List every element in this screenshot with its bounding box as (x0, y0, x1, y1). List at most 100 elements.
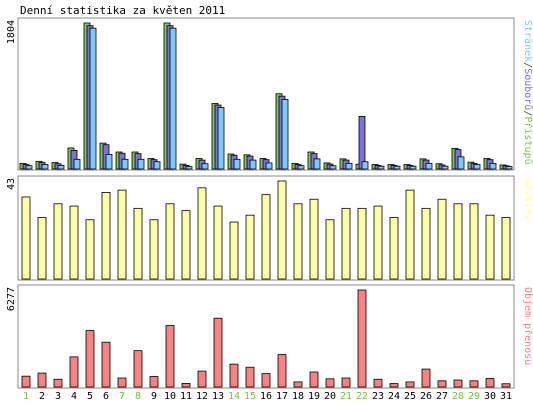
bar-requests-Stránek-8 (137, 158, 145, 170)
x-tick-label-9: 9 (151, 391, 157, 402)
x-tick-label-4: 4 (71, 391, 77, 402)
x-tick-label-31: 31 (500, 391, 512, 402)
panel-requests: 1804 Stránek/Souborů/Přístupů (6, 17, 533, 171)
x-tick-label-26: 26 (420, 391, 432, 402)
x-tick-label-2: 2 (39, 391, 45, 402)
bar-requests-Stránek-4 (73, 158, 81, 170)
bar-visits-Návštěv-7 (117, 189, 127, 280)
legend-traffic: Objem přenosu (522, 287, 533, 365)
bar-visits-Návštěv-22 (357, 207, 367, 280)
legend-entry-traffic-0: Objem přenosu (522, 287, 533, 365)
x-tick-label-22: 22 (356, 391, 368, 402)
bar-visits-Návštěv-19 (309, 198, 319, 280)
bar-requests-Stránek-16 (265, 162, 273, 170)
x-tick-label-30: 30 (484, 391, 496, 402)
panel-frame-traffic (17, 284, 515, 389)
bar-visits-Návštěv-5 (85, 219, 95, 280)
bar-traffic-Objem přenosu-10 (165, 325, 175, 388)
bar-requests-Stránek-9 (153, 161, 161, 170)
bar-requests-Stránek-26 (425, 162, 433, 170)
bar-requests-Stránek-5 (89, 27, 97, 170)
bar-traffic-Objem přenosu-7 (117, 377, 127, 388)
legend-entry-requests-1: / (522, 62, 533, 68)
bar-requests-Stránek-25 (409, 165, 417, 170)
bar-requests-Stránek-11 (185, 166, 193, 170)
legend-entry-requests-4: Přístupů (522, 116, 533, 164)
bar-requests-Stránek-6 (105, 154, 113, 170)
bar-requests-Stránek-20 (329, 165, 337, 170)
bar-requests-Stránek-3 (57, 164, 65, 170)
bar-visits-Návštěv-14 (229, 221, 239, 280)
bar-requests-Stránek-17 (281, 99, 289, 170)
legend-visits: Návštěv (522, 178, 533, 220)
bar-visits-Návštěv-24 (389, 217, 399, 280)
x-tick-label-21: 21 (340, 391, 352, 402)
bar-requests-Souborů-22 (358, 115, 366, 170)
bar-traffic-Objem přenosu-9 (149, 376, 159, 388)
bar-requests-Stránek-10 (169, 27, 177, 170)
bar-traffic-Objem přenosu-25 (405, 381, 415, 388)
x-tick-label-10: 10 (164, 391, 176, 402)
ymax-label-traffic: 6277 (6, 287, 17, 311)
bar-visits-Návštěv-17 (277, 180, 287, 280)
bar-requests-Stránek-21 (345, 162, 353, 170)
bar-requests-Stránek-22 (361, 161, 369, 170)
bar-traffic-Objem přenosu-27 (437, 380, 447, 388)
bar-requests-Stránek-14 (233, 158, 241, 170)
bar-requests-Stránek-15 (249, 159, 257, 170)
bar-visits-Návštěv-6 (101, 191, 111, 280)
bar-requests-Stránek-12 (201, 163, 209, 170)
bar-requests-Stránek-31 (505, 166, 513, 170)
x-tick-label-1: 1 (23, 391, 29, 402)
legend-entry-requests-3: / (522, 110, 533, 116)
bar-visits-Návštěv-12 (197, 187, 207, 280)
bar-traffic-Objem přenosu-8 (133, 350, 143, 388)
bar-visits-Návštěv-11 (181, 210, 191, 280)
bar-requests-Stránek-24 (393, 165, 401, 170)
bar-traffic-Objem přenosu-2 (37, 372, 47, 388)
bar-traffic-Objem přenosu-20 (325, 378, 335, 388)
bar-requests-Stránek-30 (489, 162, 497, 170)
bar-traffic-Objem přenosu-11 (181, 383, 191, 388)
x-tick-label-8: 8 (135, 391, 141, 402)
x-tick-label-6: 6 (103, 391, 109, 402)
x-tick-label-7: 7 (119, 391, 125, 402)
bar-visits-Návštěv-27 (437, 198, 447, 280)
bar-traffic-Objem přenosu-29 (469, 380, 479, 388)
bar-visits-Návštěv-31 (501, 217, 511, 280)
x-tick-label-15: 15 (244, 391, 256, 402)
bar-traffic-Objem přenosu-24 (389, 383, 399, 388)
bar-traffic-Objem přenosu-22 (357, 289, 367, 388)
bar-visits-Návštěv-29 (469, 203, 479, 280)
bar-traffic-Objem přenosu-4 (69, 356, 79, 388)
bar-traffic-Objem přenosu-21 (341, 377, 351, 388)
bar-requests-Stránek-19 (313, 158, 321, 170)
x-tick-label-19: 19 (308, 391, 320, 402)
bar-traffic-Objem přenosu-15 (245, 366, 255, 388)
bar-requests-Stránek-1 (25, 165, 33, 170)
bar-traffic-Objem přenosu-23 (373, 378, 383, 388)
x-tick-label-24: 24 (388, 391, 400, 402)
x-tick-label-16: 16 (260, 391, 272, 402)
bar-visits-Návštěv-3 (53, 203, 63, 280)
x-tick-label-12: 12 (196, 391, 208, 402)
bar-traffic-Objem přenosu-12 (197, 370, 207, 388)
bar-visits-Návštěv-15 (245, 214, 255, 280)
x-tick-label-13: 13 (212, 391, 224, 402)
bar-visits-Návštěv-30 (485, 214, 495, 280)
x-tick-label-11: 11 (180, 391, 192, 402)
legend-entry-requests-0: Stránek (522, 20, 533, 62)
bar-visits-Návštěv-28 (453, 203, 463, 280)
bar-visits-Návštěv-9 (149, 219, 159, 280)
bar-visits-Návštěv-26 (421, 207, 431, 280)
ymax-label-visits: 43 (6, 178, 17, 190)
bar-requests-Stránek-2 (41, 164, 49, 170)
x-tick-label-29: 29 (468, 391, 480, 402)
bar-traffic-Objem přenosu-19 (309, 371, 319, 388)
bar-traffic-Objem přenosu-31 (501, 383, 511, 388)
x-tick-label-5: 5 (87, 391, 93, 402)
bar-visits-Návštěv-1 (21, 196, 31, 280)
x-tick-label-27: 27 (436, 391, 448, 402)
